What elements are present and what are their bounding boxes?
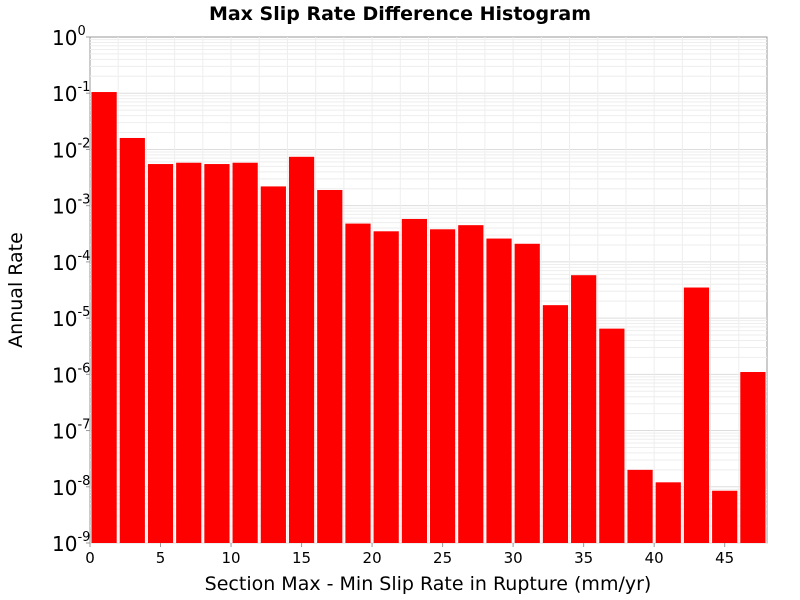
x-tick-label: 30 bbox=[504, 549, 523, 567]
histogram-bar bbox=[486, 238, 512, 543]
x-tick-label: 20 bbox=[363, 549, 382, 567]
x-tick-label: 25 bbox=[433, 549, 452, 567]
histogram-bar bbox=[91, 92, 117, 543]
y-tick-exponent: -1 bbox=[77, 80, 90, 95]
x-tick-label: 40 bbox=[645, 549, 664, 567]
histogram-bar bbox=[740, 372, 766, 543]
histogram-bar bbox=[401, 218, 427, 543]
x-tick-label: 0 bbox=[85, 549, 95, 567]
histogram-bar bbox=[683, 287, 710, 543]
y-tick-exponent: -9 bbox=[77, 530, 90, 545]
y-tick-base: 10 bbox=[52, 195, 77, 219]
histogram-bar bbox=[712, 490, 738, 543]
x-axis-ticks: 0 5 10 15 20 25 30 35 40 45 bbox=[85, 543, 734, 567]
y-tick-exponent: -2 bbox=[77, 136, 90, 151]
x-tick-label: 15 bbox=[292, 549, 311, 567]
histogram-bar bbox=[232, 162, 258, 543]
histogram-bar bbox=[119, 137, 145, 543]
chart-title: Max Slip Rate Difference Histogram bbox=[209, 3, 591, 25]
grid-lines bbox=[90, 37, 767, 544]
y-tick-label: 10-3 bbox=[52, 193, 90, 219]
histogram-bar bbox=[345, 223, 371, 543]
y-tick-base: 10 bbox=[52, 476, 77, 500]
y-tick-exponent: -6 bbox=[77, 361, 90, 376]
y-tick-label: 100 bbox=[52, 24, 86, 50]
y-tick-exponent: -4 bbox=[77, 249, 90, 264]
y-tick-base: 10 bbox=[52, 363, 77, 387]
y-tick-base: 10 bbox=[52, 532, 77, 556]
histogram-bar bbox=[599, 328, 625, 543]
y-tick-label: 10-5 bbox=[52, 305, 90, 331]
y-tick-base: 10 bbox=[52, 26, 77, 50]
y-tick-label: 10-6 bbox=[52, 361, 90, 387]
histogram-bar bbox=[514, 243, 540, 543]
histogram-bar bbox=[655, 482, 681, 543]
histogram-bar bbox=[260, 186, 286, 543]
y-axis-label: Annual Rate bbox=[5, 232, 27, 348]
y-tick-label: 10-1 bbox=[52, 80, 90, 106]
bars bbox=[91, 92, 766, 544]
histogram-bar bbox=[571, 275, 597, 543]
y-tick-base: 10 bbox=[52, 307, 77, 331]
histogram-bar bbox=[147, 164, 174, 544]
histogram-bar bbox=[627, 469, 653, 543]
histogram-bar bbox=[458, 225, 484, 544]
y-tick-exponent: -5 bbox=[77, 305, 90, 320]
histogram-bar bbox=[176, 162, 202, 543]
y-tick-base: 10 bbox=[52, 251, 77, 275]
x-axis-label: Section Max - Min Slip Rate in Rupture (… bbox=[205, 573, 652, 595]
y-tick-base: 10 bbox=[52, 82, 77, 106]
y-tick-base: 10 bbox=[52, 420, 77, 444]
x-tick-label: 35 bbox=[574, 549, 593, 567]
histogram-bar bbox=[288, 156, 315, 544]
y-tick-label: 10-7 bbox=[52, 418, 90, 444]
y-tick-label: 10-8 bbox=[52, 474, 90, 500]
histogram-bar bbox=[373, 231, 399, 543]
y-tick-exponent: -3 bbox=[77, 193, 90, 208]
histogram-bar bbox=[317, 189, 343, 544]
y-tick-label: 10-9 bbox=[52, 530, 90, 556]
y-tick-exponent: -8 bbox=[77, 474, 90, 489]
y-tick-base: 10 bbox=[52, 138, 77, 162]
x-tick-label: 10 bbox=[221, 549, 240, 567]
histogram-bar bbox=[542, 305, 569, 543]
histogram-bar bbox=[430, 229, 456, 543]
histogram-bar bbox=[204, 164, 230, 544]
y-tick-label: 10-2 bbox=[52, 136, 90, 162]
y-tick-label: 10-4 bbox=[52, 249, 90, 275]
x-tick-label: 45 bbox=[715, 549, 734, 567]
y-tick-exponent: 0 bbox=[77, 24, 85, 39]
y-tick-exponent: -7 bbox=[77, 418, 90, 433]
x-tick-label: 5 bbox=[156, 549, 166, 567]
